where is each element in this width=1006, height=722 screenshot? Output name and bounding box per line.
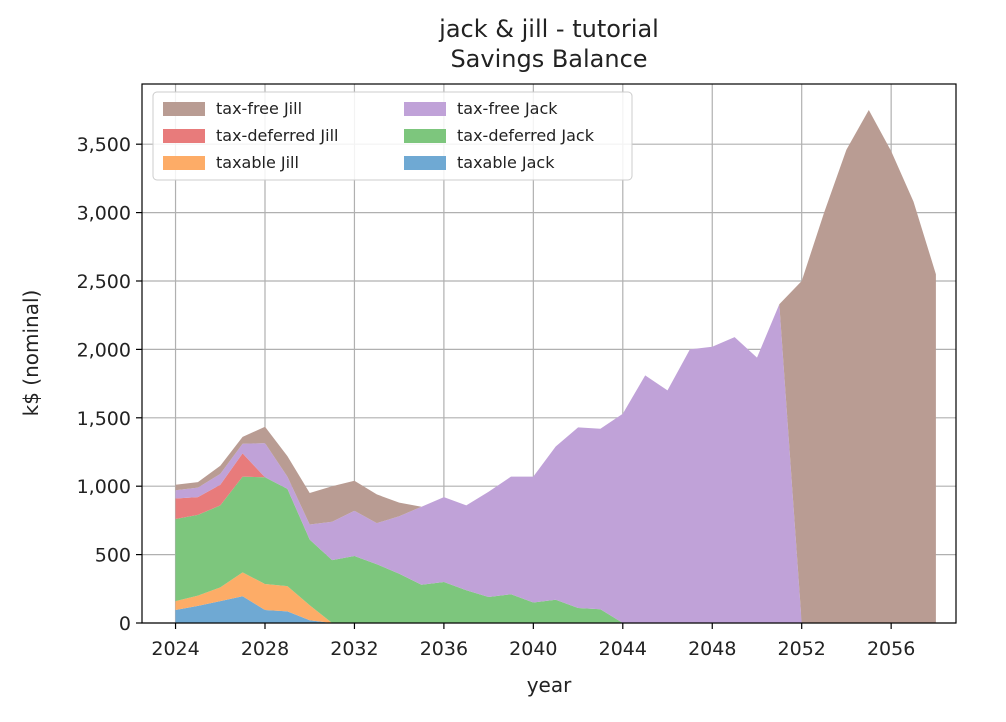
- legend-frame: [152, 91, 633, 181]
- y-tick-label: 2,000: [77, 339, 131, 361]
- stacked-areas: [175, 110, 936, 623]
- x-tick-label: 2056: [867, 638, 915, 660]
- x-tick-label: 2028: [241, 638, 289, 660]
- x-axis-ticks: 2024 2028 2032 2036 2040 2044 2048 2052 2056: [151, 623, 915, 660]
- area-taxable-jack: [175, 596, 936, 623]
- x-tick-label: 2052: [778, 638, 826, 660]
- legend-label: tax-free Jack: [457, 99, 558, 118]
- x-tick-label: 2040: [509, 638, 557, 660]
- legend-label: tax-deferred Jill: [216, 126, 338, 145]
- legend-swatch: [163, 129, 205, 143]
- area-taxable-jill: [175, 572, 936, 623]
- legend-label: tax-free Jill: [216, 99, 302, 118]
- y-axis-ticks: 0 500 1,000 1,500 2,000 2,500 3,000 3,500: [77, 134, 142, 635]
- y-tick-label: 500: [95, 545, 131, 567]
- x-tick-label: 2048: [688, 638, 736, 660]
- legend-swatch: [404, 129, 446, 143]
- area-tax-deferred-jack: [175, 476, 936, 623]
- x-tick-label: 2024: [151, 638, 199, 660]
- y-tick-label: 3,000: [77, 203, 131, 225]
- legend-label: tax-deferred Jack: [457, 126, 595, 145]
- y-tick-label: 0: [119, 613, 131, 635]
- x-axis-label: year: [527, 673, 572, 697]
- y-tick-label: 1,500: [77, 408, 131, 430]
- legend-label: taxable Jill: [216, 153, 299, 172]
- legend-swatch: [404, 102, 446, 116]
- chart-subtitle: Savings Balance: [450, 45, 647, 73]
- chart-title: jack & jill - tutorial: [438, 15, 659, 43]
- legend: tax-free Jill tax-deferred Jill taxable Ji…: [152, 91, 633, 181]
- area-tax-free-jill: [175, 110, 936, 623]
- area-tax-free-jack: [175, 304, 936, 623]
- legend-swatch: [404, 156, 446, 170]
- x-tick-label: 2032: [330, 638, 378, 660]
- y-tick-label: 1,000: [77, 476, 131, 498]
- area-tax-deferred-jill: [175, 453, 936, 623]
- y-tick-label: 2,500: [77, 271, 131, 293]
- x-tick-label: 2036: [420, 638, 468, 660]
- legend-label: taxable Jack: [457, 153, 555, 172]
- legend-swatch: [163, 102, 205, 116]
- x-tick-label: 2044: [599, 638, 647, 660]
- y-tick-label: 3,500: [77, 134, 131, 156]
- y-axis-label: k$ (nominal): [19, 290, 43, 417]
- plot-frame: [141, 83, 957, 624]
- legend-swatch: [163, 156, 205, 170]
